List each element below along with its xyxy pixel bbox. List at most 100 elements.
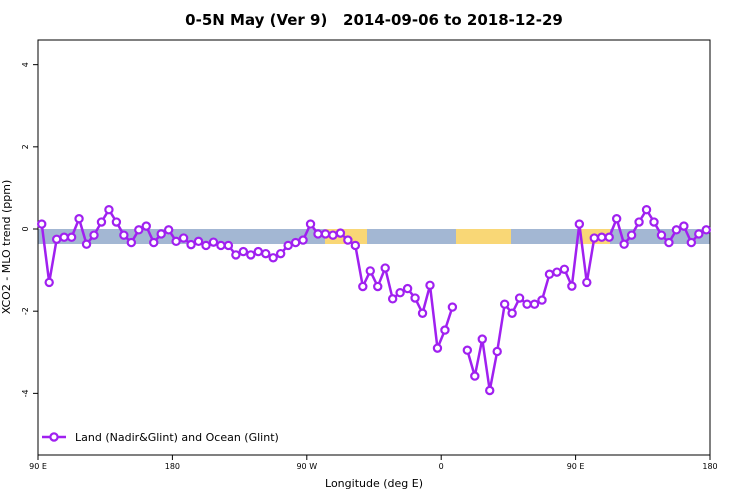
data-point: [96, 217, 107, 227]
data-point: [604, 232, 614, 242]
data-point: [313, 229, 323, 239]
y-tick-label: -2: [21, 307, 30, 315]
data-point: [410, 293, 420, 303]
data-point: [432, 343, 443, 353]
data-point: [320, 229, 331, 239]
plot-frame: [37, 39, 711, 456]
land-band: [456, 229, 511, 244]
data-point: [59, 232, 69, 242]
data-point: [89, 230, 99, 240]
data-point: [201, 240, 211, 251]
data-point: [552, 267, 562, 277]
y-tick-label: 2: [21, 144, 30, 149]
data-point: [238, 246, 249, 257]
data-point: [216, 240, 226, 251]
y-tick-label: -4: [21, 389, 30, 397]
data-point: [380, 263, 390, 273]
x-tick-label: 0: [439, 462, 444, 471]
data-point: [507, 308, 517, 318]
data-point: [485, 385, 495, 396]
data-point: [178, 233, 189, 243]
data-point: [81, 239, 92, 249]
data-point: [358, 281, 368, 292]
data-point: [559, 264, 570, 274]
data-point: [537, 295, 547, 305]
data-point: [141, 221, 151, 231]
data-point: [402, 283, 413, 294]
data-point: [664, 237, 674, 248]
data-point: [328, 230, 338, 240]
data-point: [582, 277, 592, 288]
data-point: [514, 293, 525, 303]
data-point: [567, 281, 577, 291]
data-point: [163, 225, 174, 235]
data-point: [492, 346, 502, 357]
data-point: [694, 229, 704, 239]
legend-label: Land (Nadir&Glint) and Ocean (Glint): [75, 431, 279, 444]
x-tick-label: 90 W: [296, 462, 317, 471]
data-point: [679, 221, 689, 231]
legend-marker: [49, 432, 59, 442]
data-point: [701, 225, 711, 235]
chart-title: 0-5N May (Ver 9) 2014-09-06 to 2018-12-2…: [185, 11, 563, 29]
data-point: [223, 240, 234, 251]
data-point: [395, 287, 405, 298]
data-point: [350, 240, 361, 251]
data-point: [462, 345, 473, 355]
data-point: [499, 299, 510, 309]
data-point: [597, 232, 607, 242]
x-tick-label: 90 E: [29, 462, 47, 471]
data-point: [477, 334, 487, 344]
data-point: [171, 236, 181, 247]
y-axis-label: XCO2 - MLO trend (ppm): [0, 180, 13, 315]
data-point: [343, 235, 353, 245]
data-point: [619, 239, 629, 249]
data-point: [193, 236, 204, 247]
data-point: [335, 228, 346, 238]
data-point: [37, 219, 47, 229]
data-point: [275, 248, 286, 259]
data-point: [589, 233, 599, 243]
data-point: [126, 237, 137, 248]
x-tick-label: 180: [165, 462, 180, 471]
data-point: [119, 230, 129, 240]
data-point: [186, 239, 196, 250]
data-point: [149, 237, 159, 248]
data-point: [365, 266, 375, 276]
data-point: [66, 232, 77, 242]
data-point: [290, 237, 301, 248]
data-point: [283, 240, 293, 251]
data-point: [231, 250, 241, 260]
data-point: [387, 294, 398, 304]
data-point: [529, 299, 540, 309]
data-point: [51, 234, 62, 244]
data-point: [268, 253, 278, 263]
data-point: [656, 230, 667, 240]
data-point: [111, 217, 122, 227]
data-point: [440, 325, 450, 335]
data-point: [425, 280, 435, 291]
ocean-band: [38, 229, 710, 244]
data-point: [417, 308, 428, 318]
data-point: [373, 281, 383, 292]
data-point: [156, 229, 166, 239]
data-point: [544, 269, 555, 279]
data-point: [626, 230, 637, 240]
data-point: [246, 250, 256, 260]
data-point: [44, 277, 54, 288]
x-tick-label: 90 E: [567, 462, 585, 471]
data-point: [208, 237, 219, 247]
y-tick-label: 0: [21, 226, 30, 231]
data-point: [261, 248, 271, 259]
data-point: [298, 235, 308, 245]
data-point: [470, 371, 480, 381]
x-axis-label: Longitude (deg E): [325, 477, 423, 490]
data-point: [574, 219, 585, 229]
data-point: [649, 217, 659, 227]
data-point: [305, 219, 316, 229]
y-tick-label: 4: [21, 62, 30, 67]
data-point: [74, 214, 84, 224]
data-point: [671, 225, 682, 235]
data-point: [686, 237, 697, 248]
